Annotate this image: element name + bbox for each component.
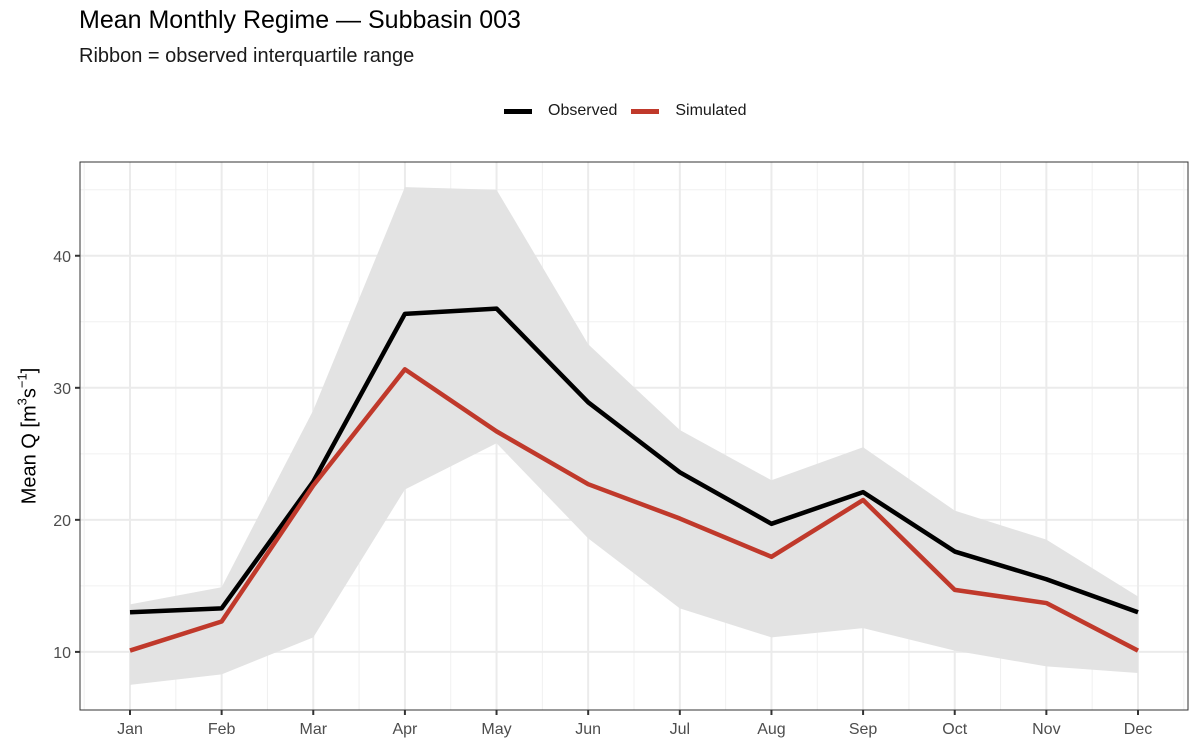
axes-layer: 10 20 30 40 Jan Feb Mar Apr May Jun Jul Aug Sep Oct No… [53,161,1189,738]
x-tick-label: Sep [849,721,878,738]
y-tick-label: 20 [53,513,71,530]
chart-subtitle: Ribbon = observed interquartile range [79,45,415,67]
series-layer [129,306,1140,653]
x-tick-label: Aug [757,721,785,738]
x-tick-label: Jan [117,721,143,738]
legend-label-observed: Observed [548,102,618,119]
x-tick-label: May [481,721,511,738]
legend-item-observed: Observed [504,102,617,120]
legend-item-simulated: Simulated [631,102,747,120]
series-line-simulated [129,367,1140,653]
legend-label-simulated: Simulated [675,102,747,119]
x-tick-label: Jun [575,721,601,738]
legend-key-observed [504,108,532,114]
x-tick-label: Apr [392,721,418,738]
x-tick-label: Mar [299,721,327,738]
x-tick-label: Oct [942,721,967,738]
y-tick-label: 40 [53,249,71,266]
panel-border [79,161,1189,711]
chart-title: Mean Monthly Regime — Subbasin 003 [79,6,521,34]
x-tick-label: Dec [1124,721,1152,738]
x-tick-label: Feb [208,721,236,738]
x-tick-label: Nov [1032,721,1060,738]
y-tick-label: 10 [53,645,71,662]
legend-key-simulated [631,108,660,114]
series-line-observed [129,306,1139,615]
y-tick-label: 30 [53,381,71,398]
x-tick-label: Jul [670,721,690,738]
legend: Observed Simulated [504,99,761,123]
